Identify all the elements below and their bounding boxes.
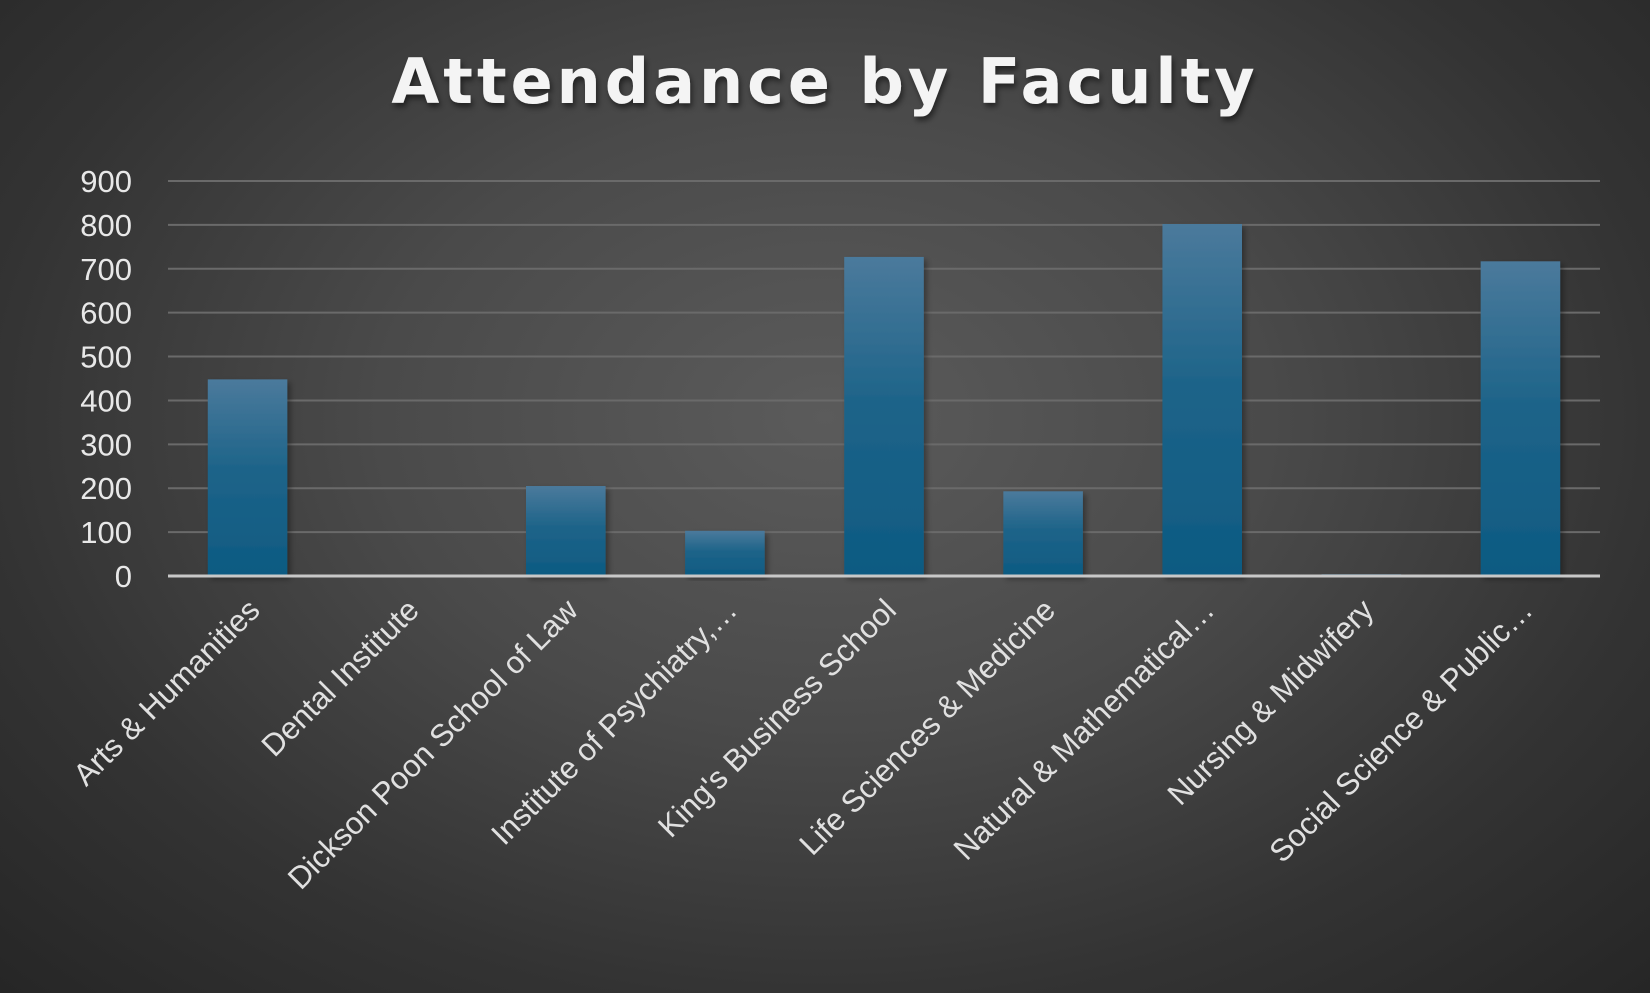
y-tick-label: 500 [80,340,132,375]
x-tick-label: Social Science & Public… [1262,592,1539,869]
x-tick-label: Dickson Poon School of Law [281,592,585,896]
x-tick-label: Natural & Mathematical… [947,592,1221,866]
y-axis-ticks: 0 100 200 300 400 500 600 700 800 900 [80,164,132,594]
x-tick-label: Life Sciences & Medicine [792,592,1062,862]
bar [685,530,765,576]
bar [1480,261,1561,576]
bar [526,486,606,576]
y-tick-label: 0 [115,559,132,594]
bar [1003,491,1083,576]
bars [207,224,1561,577]
y-tick-label: 300 [80,427,132,462]
y-tick-label: 200 [80,471,132,506]
y-tick-label: 800 [80,208,132,243]
x-tick-label: Arts & Humanities [66,592,266,792]
y-tick-label: 600 [80,296,132,331]
chart-title: Attendance by Faculty [391,45,1258,118]
bar [1162,224,1242,576]
bar [844,256,924,576]
y-tick-label: 900 [80,164,132,199]
y-tick-label: 700 [80,252,132,287]
y-tick-label: 100 [80,515,132,550]
bar [207,379,288,576]
x-tick-label: Dental Institute [255,592,426,763]
y-tick-label: 400 [80,383,132,418]
